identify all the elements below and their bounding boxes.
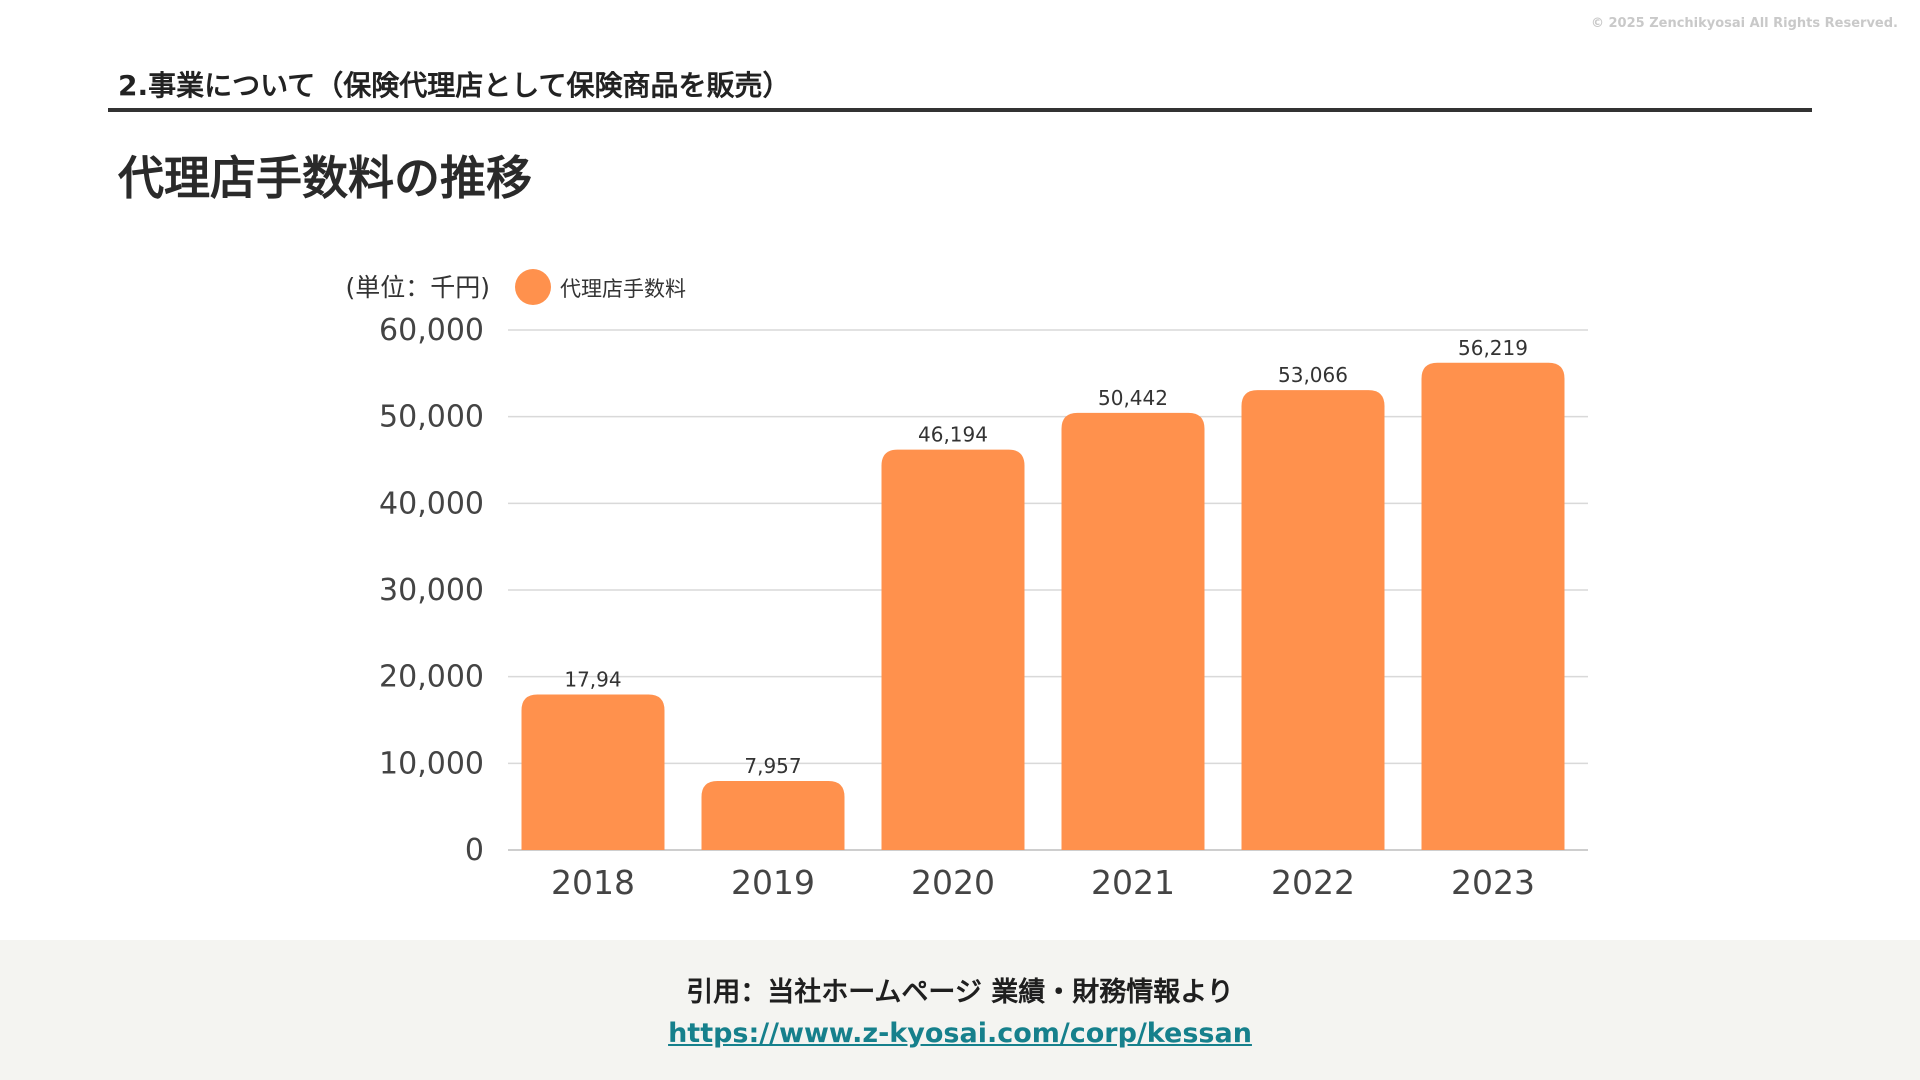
unit-label: (単位：千円) [345, 273, 490, 302]
bar-2019 [701, 781, 845, 850]
source-link[interactable]: https://www.z-kyosai.com/corp/kessan [668, 1018, 1252, 1049]
bar-2022 [1241, 390, 1385, 850]
chart-area: 17,94 7,957 46,194 50,442 53,066 56,219 0 10,0… [345, 269, 1588, 902]
page-title: 代理店手数料の推移 [118, 151, 532, 205]
x-tick-label-2018: 2018 [551, 863, 635, 902]
x-axis-ticks: 2018 2019 2020 2021 2022 2023 [551, 863, 1535, 902]
legend-label: 代理店手数料 [560, 277, 686, 301]
bar-2021 [1061, 412, 1205, 850]
bars [521, 362, 1565, 850]
bar-2023 [1421, 362, 1565, 850]
source-label: 引用：当社ホームページ 業績・財務情報より [686, 977, 1234, 1008]
x-tick-label-2022: 2022 [1271, 863, 1355, 902]
bar-2018 [521, 694, 665, 850]
x-tick-label-2019: 2019 [731, 863, 815, 902]
x-tick-label-2021: 2021 [1091, 863, 1175, 902]
copyright-notice: © 2025 Zenchikyosai All Rights Reserved. [1590, 16, 1898, 31]
y-tick-label: 20,000 [379, 660, 484, 695]
bar-chart: 17,94 7,957 46,194 50,442 53,066 56,219 0 10,0… [345, 269, 1588, 902]
y-tick-label: 40,000 [379, 486, 484, 521]
data-label-2022: 53,066 [1278, 363, 1348, 387]
y-tick-label: 0 [465, 833, 484, 868]
bar-2020 [881, 449, 1025, 850]
x-tick-label-2020: 2020 [911, 863, 995, 902]
y-tick-label: 30,000 [379, 573, 484, 608]
grid-lines [508, 329, 1588, 851]
legend: (単位：千円) 代理店手数料 [345, 269, 686, 305]
section-title: 2.事業について（保険代理店として保険商品を販売） [118, 69, 791, 102]
data-label-2020: 46,194 [918, 423, 988, 447]
legend-swatch [515, 269, 551, 305]
data-label-2019: 7,957 [744, 754, 801, 778]
x-tick-label-2023: 2023 [1451, 863, 1535, 902]
section-header: 2.事業について（保険代理店として保険商品を販売） [108, 68, 1812, 112]
y-tick-label: 50,000 [379, 400, 484, 435]
y-tick-label: 10,000 [379, 746, 484, 781]
data-label-2018: 17,94 [564, 668, 621, 692]
data-label-2023: 56,219 [1458, 336, 1528, 360]
y-axis-ticks: 0 10,000 20,000 30,000 40,000 50,000 60,000 [379, 313, 484, 868]
footer: 引用：当社ホームページ 業績・財務情報より https://www.z-kyos… [0, 940, 1920, 1080]
y-tick-label: 60,000 [379, 313, 484, 348]
data-label-2021: 50,442 [1098, 386, 1168, 410]
data-labels: 17,94 7,957 46,194 50,442 53,066 56,219 [564, 336, 1528, 778]
